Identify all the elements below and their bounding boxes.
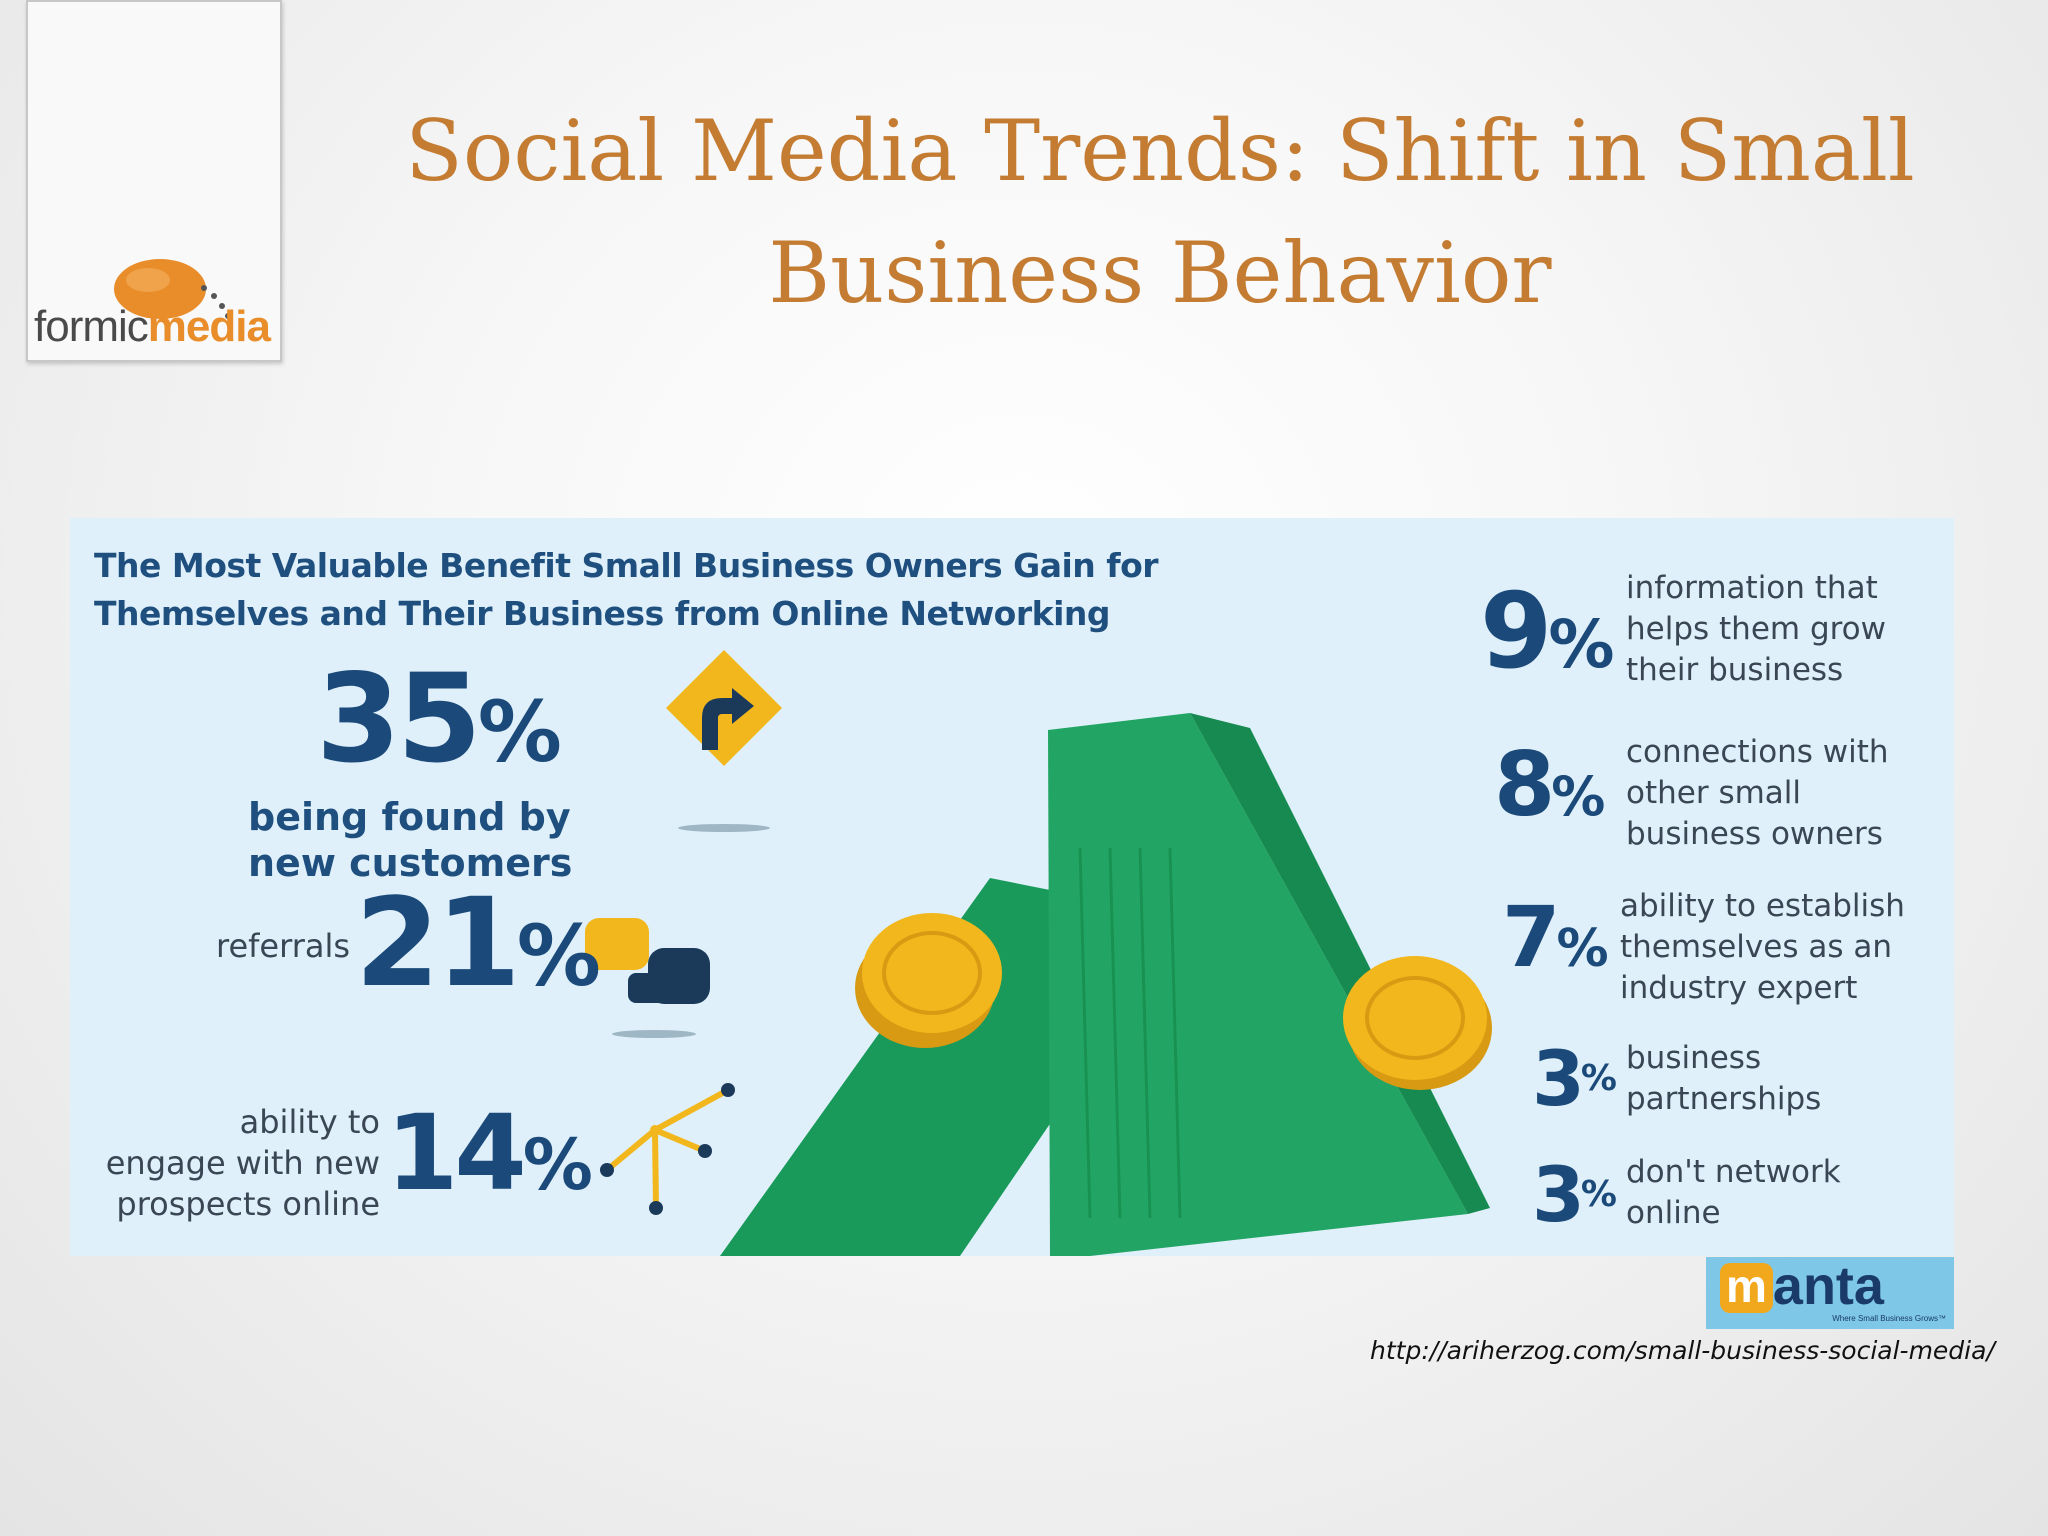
infographic-heading: The Most Valuable Benefit Small Business… <box>94 546 1159 633</box>
infographic-illustration <box>585 650 1492 1256</box>
stat-label-found-by-customers: being found by new customers <box>248 795 573 885</box>
stat-label-grow-information: information that helps them grow their b… <box>1626 570 1887 688</box>
coin-icon <box>1343 956 1492 1090</box>
page-title: Social Media Trends: Shift in Small Busi… <box>405 102 1915 322</box>
logo-wordmark: formicmedia <box>34 302 271 351</box>
stat-label-connections: connections with other small business ow… <box>1626 734 1889 852</box>
stat-value-found-by-customers: 35% <box>316 648 562 790</box>
network-nodes-icon <box>600 1083 735 1215</box>
money-bill-front-icon <box>1048 713 1468 1256</box>
stat-value-grow-information: 9% <box>1480 570 1615 692</box>
stat-label-dont-network: don't network online <box>1626 1154 1841 1231</box>
infographic: The Most Valuable Benefit Small Business… <box>70 518 1954 1256</box>
stat-value-engage-prospects: 14% <box>386 1092 593 1214</box>
stat-value-referrals: 21% <box>355 872 601 1014</box>
coin-stack-icon <box>855 913 1002 1048</box>
stat-value-connections: 8% <box>1494 733 1606 836</box>
source-link[interactable]: http://ariherzog.com/small-business-soci… <box>1370 1336 1995 1365</box>
stat-value-partnerships: 3% <box>1532 1034 1617 1123</box>
manta-logo: m anta Where Small Business Grows™ <box>1706 1257 1954 1329</box>
stat-label-referrals: referrals <box>216 927 351 965</box>
stat-label-industry-expert: ability to establish themselves as an in… <box>1620 888 1905 1006</box>
road-sign-turn-icon <box>666 650 782 832</box>
stat-value-industry-expert: 7% <box>1502 888 1609 986</box>
stat-value-dont-network: 3% <box>1532 1150 1617 1239</box>
stat-label-partnerships: business partnerships <box>1626 1040 1822 1117</box>
formicmedia-logo: formicmedia <box>26 0 282 362</box>
speech-bubbles-icon <box>585 918 710 1038</box>
logo-mound-icon <box>114 259 231 319</box>
stat-label-engage-prospects: ability to engage with new prospects onl… <box>105 1103 380 1223</box>
